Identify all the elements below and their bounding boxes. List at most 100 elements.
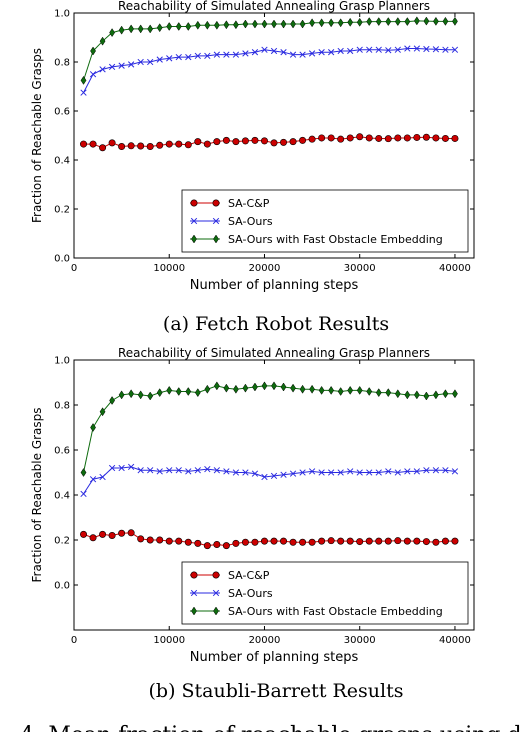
data-point [184, 538, 192, 546]
data-point [328, 385, 335, 395]
data-point [384, 135, 392, 143]
data-point [194, 539, 202, 547]
data-point [80, 530, 88, 538]
data-point [128, 389, 135, 399]
data-point [156, 468, 163, 475]
data-point [213, 540, 221, 548]
data-point [194, 138, 202, 146]
data-point [252, 382, 258, 392]
series-0 [80, 529, 459, 550]
data-point [404, 45, 411, 52]
data-point [203, 542, 211, 550]
data-point [118, 62, 125, 69]
data-point [290, 19, 296, 29]
data-point [185, 387, 192, 396]
data-point [89, 71, 97, 78]
data-point [128, 24, 135, 34]
data-point [327, 537, 335, 545]
series-0 [80, 133, 459, 152]
y-tick-label: 0.4 [54, 156, 70, 167]
data-point [147, 391, 154, 401]
data-point [137, 535, 145, 543]
data-point [261, 19, 268, 29]
data-point [166, 22, 173, 31]
data-point [337, 18, 344, 28]
data-point [327, 469, 335, 476]
data-point [299, 136, 307, 144]
data-point [270, 537, 278, 545]
series-line [83, 20, 455, 81]
data-point [175, 387, 182, 396]
legend-marker [190, 217, 198, 225]
data-point [156, 536, 164, 544]
data-point [289, 138, 297, 146]
data-point [422, 133, 430, 141]
data-point [327, 134, 335, 142]
legend-marker [190, 199, 198, 207]
data-point [204, 465, 211, 473]
data-point [403, 134, 411, 142]
data-point [442, 16, 449, 26]
data-point [271, 19, 277, 29]
data-point [241, 538, 249, 546]
series-line [83, 136, 455, 149]
data-point [394, 17, 401, 27]
data-point [232, 138, 240, 146]
data-point [452, 16, 458, 26]
x-tick-label: 10000 [153, 635, 185, 646]
data-point [337, 47, 344, 55]
data-point [175, 140, 183, 148]
data-point [289, 470, 297, 477]
data-point [432, 46, 440, 53]
x-tick-label: 20000 [249, 635, 281, 646]
data-point [308, 135, 316, 143]
series-line [83, 532, 455, 547]
series-1 [80, 463, 459, 498]
data-point [147, 467, 154, 474]
data-point [156, 388, 163, 398]
data-point [366, 46, 373, 53]
x-tick-label: 30000 [344, 635, 376, 646]
data-point [366, 469, 373, 476]
legend-entry: SA-Ours with Fast Obstacle Embedding [228, 233, 443, 246]
data-point [356, 385, 363, 395]
data-point [251, 538, 259, 546]
data-point [442, 389, 449, 399]
data-point [108, 464, 116, 472]
data-point [299, 51, 306, 58]
legend-entry: SA-C&P [228, 569, 270, 582]
legend-entry: SA-C&P [228, 197, 270, 210]
data-point [89, 140, 97, 148]
data-point [137, 467, 144, 474]
y-tick-label: 0.0 [54, 254, 70, 265]
data-point [80, 89, 87, 96]
data-point [242, 19, 249, 29]
data-point [422, 538, 430, 546]
data-point [394, 469, 401, 476]
data-point [375, 469, 382, 476]
data-point [423, 467, 430, 474]
data-point [385, 468, 392, 475]
data-point [99, 407, 106, 417]
legend-box [181, 189, 469, 253]
data-point [289, 538, 297, 546]
data-point [441, 134, 449, 142]
data-point [213, 20, 220, 30]
data-point [175, 467, 182, 474]
data-point [251, 49, 259, 56]
legend-marker [191, 234, 197, 244]
data-point [127, 142, 135, 150]
x-tick-label: 40000 [439, 635, 471, 646]
data-point [423, 391, 430, 401]
data-point [137, 24, 144, 34]
chart-staubli-barrett: Reachability of Simulated Annealing Gras… [30, 346, 475, 702]
data-point [394, 134, 402, 142]
data-point [109, 396, 115, 405]
data-point [213, 467, 221, 474]
data-point [156, 23, 163, 33]
data-point [194, 467, 201, 474]
data-point [318, 49, 325, 56]
data-point [90, 423, 96, 432]
data-point [108, 63, 116, 71]
